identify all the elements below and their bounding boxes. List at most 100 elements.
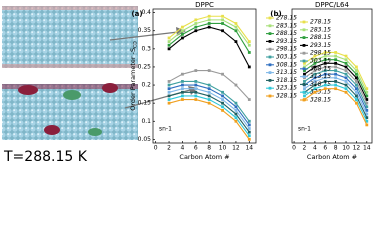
data-point <box>303 65 306 69</box>
data-point <box>194 94 198 98</box>
data-point <box>167 90 171 94</box>
data-point <box>181 94 184 98</box>
data-point <box>313 58 317 62</box>
data-point <box>247 51 251 54</box>
data-point <box>181 29 184 33</box>
legend-marker <box>268 40 272 43</box>
data-point <box>355 83 358 87</box>
data-point <box>221 18 224 22</box>
data-point <box>247 130 251 134</box>
data-point <box>365 98 369 101</box>
data-point <box>355 65 358 69</box>
snapshot-top <box>2 6 138 68</box>
panel-label: (a) <box>131 10 142 18</box>
x-tick-label: 12 <box>353 145 361 152</box>
data-point <box>323 83 327 87</box>
data-point <box>194 87 198 91</box>
data-point <box>323 80 327 83</box>
data-point <box>234 25 238 29</box>
data-point <box>344 72 348 76</box>
legend-marker <box>302 51 306 55</box>
data-point <box>247 65 251 69</box>
data-point <box>344 69 348 72</box>
chart-title: DPPC/L64 <box>315 1 349 9</box>
legend-label: 328.15 <box>310 97 331 104</box>
data-point <box>221 72 224 76</box>
x-tick-label: 8 <box>207 145 211 152</box>
legend-marker <box>302 83 306 86</box>
data-point <box>355 76 358 80</box>
legend-label: 328.15 <box>276 93 297 100</box>
x-tick-label: 2 <box>303 145 307 152</box>
data-point <box>334 76 338 80</box>
data-point <box>221 98 224 101</box>
data-point <box>167 83 171 87</box>
y-axis-label-text: Order Parameter -S <box>129 48 137 111</box>
figure: T=288.15 K 0 2 4 6 8 10 12 140.050.10.150.20.25… <box>2 1 373 165</box>
x-tick-label: 0 <box>292 145 296 152</box>
legend-label: 288.15 <box>276 30 297 37</box>
legend-marker <box>302 67 306 71</box>
data-point <box>221 105 224 109</box>
data-point <box>181 87 184 91</box>
data-point <box>234 22 238 25</box>
annotation: sn-1 <box>298 126 311 133</box>
legend-label: 313.15 <box>276 69 297 76</box>
data-point <box>313 87 317 91</box>
data-point <box>334 51 338 54</box>
data-point <box>365 105 369 109</box>
data-point <box>344 90 348 94</box>
data-point <box>303 61 306 65</box>
data-point <box>207 87 211 91</box>
chart-title: DPPC <box>195 1 214 9</box>
data-point <box>323 87 327 91</box>
data-point <box>313 65 317 69</box>
data-point <box>247 43 251 47</box>
data-point <box>234 109 238 112</box>
legend-marker <box>268 63 272 67</box>
legend-label: 293.15 <box>276 38 297 45</box>
data-point <box>365 90 369 94</box>
data-point <box>365 101 369 105</box>
plot-frame <box>291 8 373 144</box>
data-point <box>303 69 306 72</box>
legend-label: 283.15 <box>276 22 297 29</box>
legend-label: 278.15 <box>310 19 331 26</box>
panel-label: (b) <box>270 10 281 18</box>
legend-marker <box>302 20 306 24</box>
data-point <box>323 76 327 80</box>
data-point <box>365 109 369 112</box>
data-point <box>194 83 198 87</box>
data-point <box>365 112 369 116</box>
data-point <box>234 116 238 120</box>
x-tick-label: 0 <box>154 145 158 152</box>
data-point <box>247 134 251 138</box>
legend-marker <box>268 24 272 28</box>
data-point <box>234 83 238 87</box>
data-point <box>207 94 211 98</box>
data-point <box>181 83 184 87</box>
data-point <box>181 80 184 83</box>
data-point <box>365 123 369 127</box>
x-tick-label: 2 <box>167 145 171 152</box>
x-tick-label: 6 <box>323 145 327 152</box>
x-tick-label: 4 <box>181 145 185 152</box>
data-point <box>181 32 184 36</box>
data-point <box>207 98 211 101</box>
data-point <box>313 90 317 94</box>
data-point <box>221 22 224 25</box>
plot-frame <box>152 8 257 144</box>
legend-marker <box>268 86 272 90</box>
data-point <box>167 47 171 51</box>
data-point <box>221 101 224 105</box>
x-tick-label: 14 <box>245 145 253 152</box>
data-point <box>181 90 184 94</box>
legend-label: 298.15 <box>276 46 297 53</box>
legend-marker <box>268 32 272 35</box>
data-point <box>365 87 369 91</box>
legend-label: 323.15 <box>276 85 297 92</box>
y-tick-label: 0.25 <box>138 63 152 70</box>
legend-label: 308.15 <box>310 65 331 72</box>
legend-marker <box>302 36 306 39</box>
data-point <box>334 72 338 76</box>
